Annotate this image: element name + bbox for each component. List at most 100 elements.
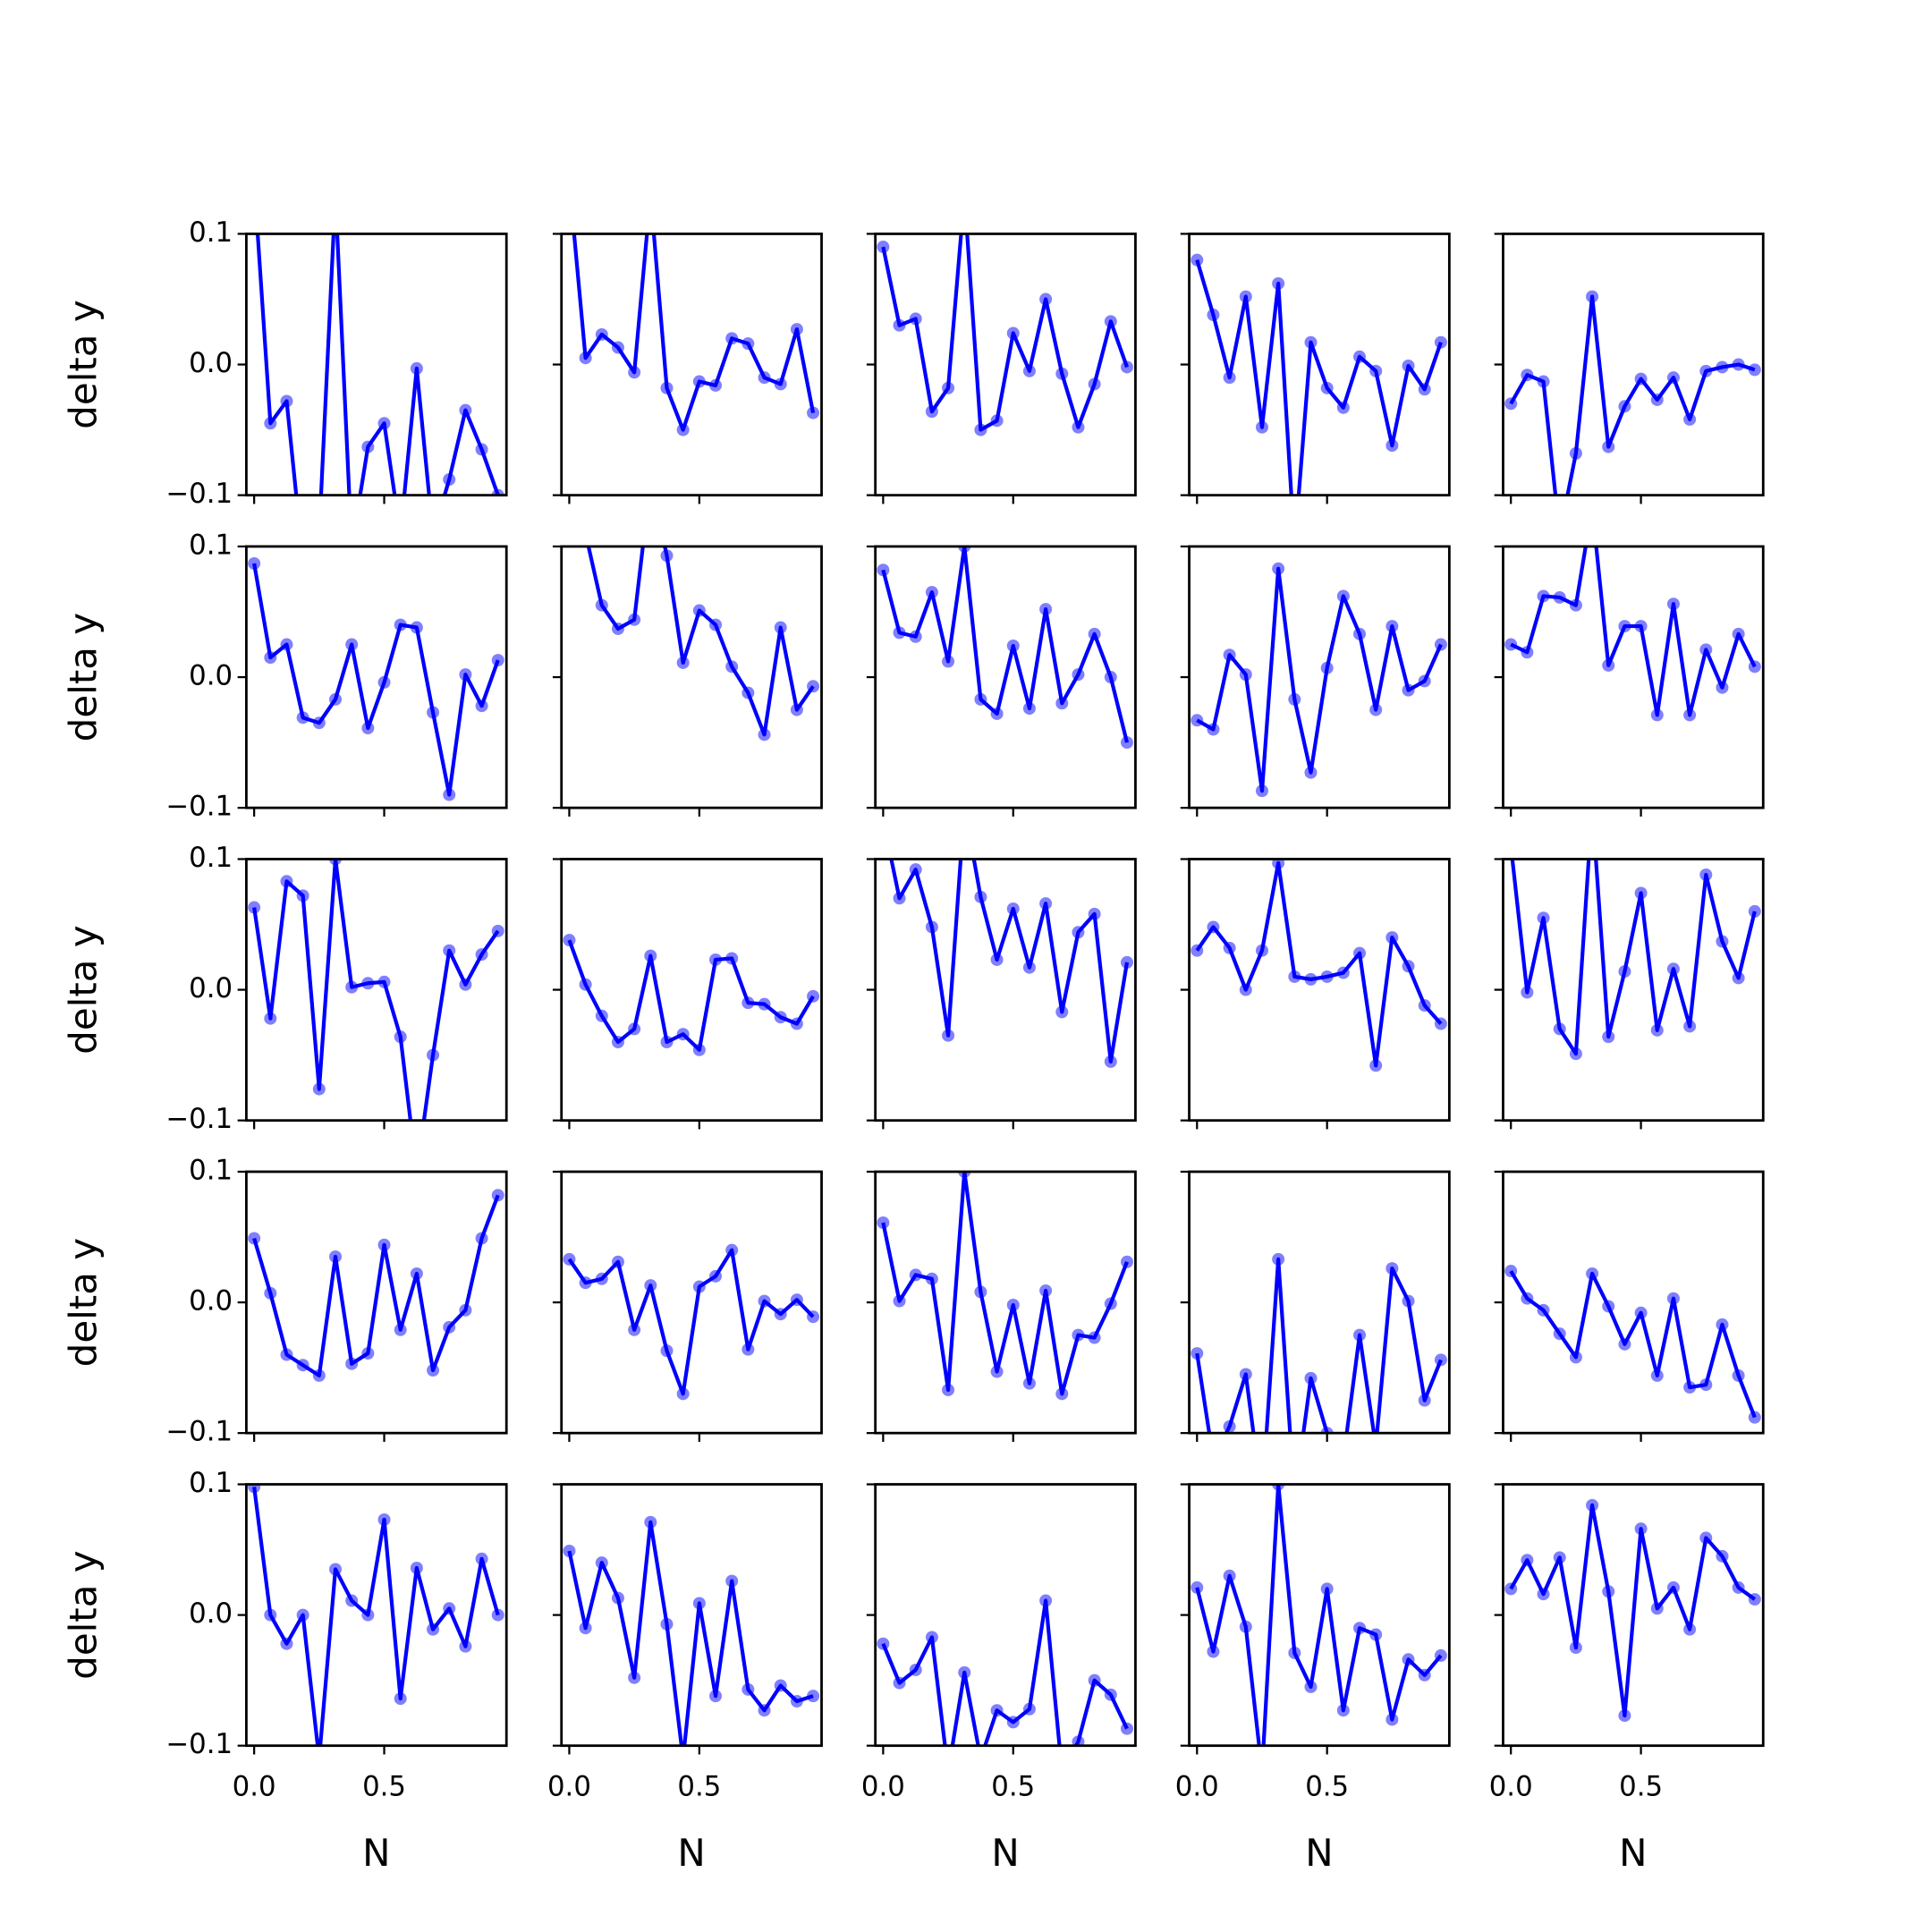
data-point: [1553, 590, 1566, 604]
axes-frame: [560, 233, 823, 497]
data-point: [1255, 944, 1268, 957]
axes-frame: [560, 1483, 823, 1748]
data-point: [1521, 986, 1534, 999]
data-point: [1504, 638, 1518, 651]
data-point: [990, 953, 1004, 966]
data-point: [807, 680, 820, 693]
data-point: [1699, 364, 1713, 377]
data-point: [1207, 723, 1220, 736]
data-point: [1191, 714, 1204, 727]
data-point: [1569, 1351, 1582, 1364]
plot-area: [877, 1171, 1133, 1401]
data-point: [1320, 381, 1334, 394]
data-point: [377, 975, 391, 988]
plot-area: [248, 1484, 504, 1746]
data-point: [443, 473, 456, 487]
data-line: [881, 1171, 1129, 1396]
data-point: [676, 1028, 690, 1041]
data-point: [644, 189, 657, 201]
data-point: [1006, 1299, 1020, 1311]
data-point: [264, 417, 277, 430]
plot-area: [1191, 1484, 1447, 1746]
data-point: [296, 711, 309, 724]
data-point: [725, 660, 739, 674]
data-line: [252, 1194, 500, 1377]
data-point: [1369, 1628, 1383, 1641]
data-point: [660, 381, 674, 394]
data-point: [1434, 1353, 1447, 1367]
data-point: [1353, 1622, 1367, 1635]
data-point: [1537, 1303, 1550, 1317]
plot-area: [1191, 1252, 1447, 1453]
plot-area: [877, 546, 1133, 750]
data-point: [579, 1276, 592, 1290]
data-point: [1288, 970, 1301, 983]
data-line: [567, 1248, 815, 1396]
data-point: [1255, 784, 1268, 798]
data-point: [1732, 358, 1745, 371]
axes-frame: [874, 858, 1137, 1123]
data-point: [692, 604, 706, 617]
data-point: [427, 1364, 440, 1377]
data-point: [774, 1308, 787, 1321]
data-point: [377, 1513, 391, 1526]
x-tick-label: 0.5: [677, 1771, 721, 1803]
data-point: [1006, 326, 1020, 340]
data-point: [1120, 736, 1133, 750]
data-point: [1104, 1688, 1117, 1701]
data-point: [644, 1279, 657, 1292]
data-point: [1239, 290, 1252, 303]
data-point: [1618, 1709, 1631, 1723]
data-point: [1022, 364, 1036, 377]
data-point: [1207, 1645, 1220, 1658]
y-tick-label: −0.1: [165, 1416, 233, 1448]
data-point: [644, 949, 657, 962]
data-point: [1732, 971, 1745, 985]
data-point: [790, 1695, 803, 1708]
data-point: [1353, 627, 1367, 640]
data-line: [1509, 1503, 1757, 1718]
plot-area: [248, 1189, 504, 1382]
data-point: [1369, 1440, 1382, 1453]
data-point: [1336, 589, 1350, 603]
data-line: [252, 1487, 500, 1746]
data-point: [1223, 941, 1236, 954]
data-point: [1072, 926, 1085, 939]
data-point: [1304, 1680, 1318, 1693]
data-point: [1699, 1531, 1713, 1545]
data-point: [280, 394, 293, 408]
axes-frame: [1502, 1170, 1765, 1435]
data-point: [1553, 1022, 1566, 1036]
data-point: [1272, 562, 1285, 575]
y-axis-label: delta y: [62, 1238, 106, 1367]
x-tick-label: 0.5: [991, 1771, 1035, 1803]
data-point: [1418, 1394, 1431, 1407]
data-point: [248, 1484, 261, 1494]
y-tick-label: 0.0: [189, 1285, 233, 1318]
data-point: [563, 475, 575, 487]
data-point: [1088, 627, 1101, 640]
x-tick-label: 0.5: [1619, 1771, 1663, 1803]
data-point: [790, 323, 803, 336]
data-point: [280, 638, 293, 651]
data-point: [1716, 1549, 1729, 1563]
data-point: [1716, 935, 1729, 948]
data-point: [1369, 364, 1383, 377]
data-point: [1320, 1427, 1334, 1434]
data-point: [1039, 1594, 1053, 1607]
y-axis-label: delta y: [62, 925, 106, 1054]
data-point: [312, 1082, 326, 1096]
data-point: [329, 1250, 343, 1263]
data-point: [942, 381, 955, 394]
data-point: [579, 978, 592, 991]
data-point: [1272, 859, 1285, 869]
data-point: [790, 1293, 803, 1307]
data-point: [459, 1640, 472, 1653]
plot-area: [1191, 562, 1447, 798]
data-point: [1336, 401, 1350, 414]
data-point: [758, 997, 771, 1011]
y-tick-label: −0.1: [165, 1728, 233, 1760]
data-point: [1666, 1580, 1680, 1594]
plot-area: [1504, 546, 1761, 722]
